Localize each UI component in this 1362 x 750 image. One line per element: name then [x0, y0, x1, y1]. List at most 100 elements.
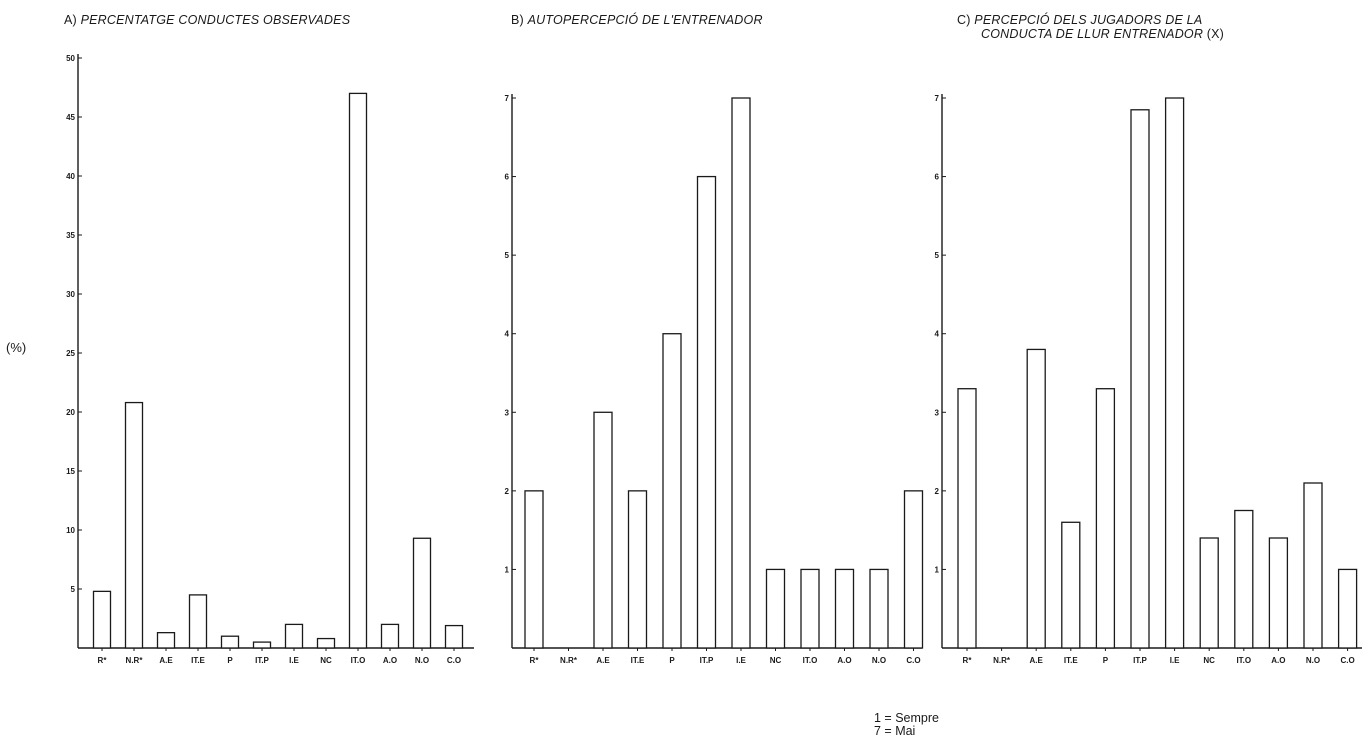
panel-b-y-tick-label-6: 6 [505, 173, 510, 182]
panel-c-category-label-2: A.E [1030, 656, 1044, 665]
panel-c-category-label-10: N.O [1306, 656, 1320, 665]
panel-c-y-tick-label-3: 3 [935, 408, 940, 417]
panel-c-y-tick-label-4: 4 [935, 330, 940, 339]
panel-a-letter: A) [64, 13, 77, 27]
panel-b-category-label-3: IT.E [631, 656, 645, 665]
panel-b-bar-3 [627, 490, 648, 649]
panel-c-y-tick-label-6: 6 [935, 173, 940, 182]
panel-c-bar-5 [1130, 109, 1150, 649]
panel-b-bar-6 [731, 97, 751, 649]
panel-a-category-label-7: NC [320, 656, 332, 665]
panel-b-category-label-4: P [669, 656, 675, 665]
panel-a-category-label-3: IT.E [191, 656, 205, 665]
panel-c-bar-7 [1199, 537, 1219, 649]
panel-c-category-label-4: P [1103, 656, 1109, 665]
panel-c-bar-4 [1095, 388, 1116, 649]
panel-b-bar-9 [834, 568, 855, 649]
panel-c-category-label-11: C.O [1340, 656, 1354, 665]
panel-a-y-tick-label-45: 45 [66, 113, 75, 122]
panel-a-category-label-9: A.O [383, 656, 397, 665]
panel-a-y-tick-label-30: 30 [66, 290, 75, 299]
panel-c-bar-10 [1303, 482, 1323, 649]
panel-c-category-label-3: IT.E [1064, 656, 1078, 665]
panel-b-y-tick-label-7: 7 [505, 94, 510, 103]
panel-b-category-label-0: R* [530, 656, 540, 665]
panel-a-category-label-0: R* [98, 656, 108, 665]
panel-a-y-tick-label-5: 5 [71, 585, 76, 594]
panel-a-bar-0 [92, 590, 112, 649]
panel-b-category-label-7: NC [770, 656, 782, 665]
panel-c-title-line2: CONDUCTA DE LLUR ENTRENADOR [981, 27, 1204, 41]
panel-c-bar-3 [1061, 521, 1081, 649]
panel-c-y-tick-label-5: 5 [935, 251, 940, 260]
panel-a-bar-1 [124, 401, 144, 649]
panel-a-category-label-11: C.O [447, 656, 461, 665]
panel-a-category-label-4: P [227, 656, 233, 665]
panel-a-y-tick-label-50: 50 [66, 54, 75, 63]
y-axis-unit-label: (%) [6, 340, 27, 355]
panel-b-bar-10 [869, 568, 889, 649]
panel-a-y-tick-label-20: 20 [66, 408, 75, 417]
panel-b-category-label-5: IT.P [700, 656, 714, 665]
panel-a-bar-4 [220, 635, 240, 649]
panel-b-bar-7 [765, 568, 786, 649]
panel-a-bar-5 [252, 641, 272, 649]
panel-c-y-tick-label-2: 2 [935, 487, 940, 496]
scale-legend: 1 = Sempre 7 = Mai [874, 712, 939, 738]
panel-c-title-suffix: (X) [1206, 27, 1225, 41]
panel-b-y-tick-label-5: 5 [505, 251, 510, 260]
panel-c-category-label-7: NC [1203, 656, 1215, 665]
panel-c-category-label-5: IT.P [1133, 656, 1147, 665]
panel-b-letter: B) [511, 13, 524, 27]
panel-b-title: B) AUTOPERCEPCIÓ DE L'ENTRENADOR [511, 13, 763, 27]
panel-c-category-label-6: I.E [1170, 656, 1180, 665]
panel-a-y-tick-label-35: 35 [66, 231, 75, 240]
panel-a-y-tick-label-25: 25 [66, 349, 75, 358]
panel-c-category-label-0: R* [963, 656, 973, 665]
panel-a-title-text: PERCENTATGE CONDUCTES OBSERVADES [80, 13, 351, 27]
panel-b-bar-5 [696, 175, 717, 649]
panel-a-bar-6 [284, 623, 304, 649]
panel-c-bar-0 [957, 388, 977, 649]
panel-c-title: C) PERCEPCIÓ DELS JUGADORS DE LA CONDUCT… [957, 13, 1224, 41]
legend-line-1: 1 = Sempre [874, 711, 939, 725]
panel-a-title: A) PERCENTATGE CONDUCTES OBSERVADES [64, 13, 350, 27]
panel-b-y-tick-label-4: 4 [505, 330, 510, 339]
panel-b-category-label-10: N.O [872, 656, 886, 665]
panel-a-category-label-5: IT.P [255, 656, 269, 665]
panel-a-category-label-6: I.E [289, 656, 299, 665]
panel-c-bar-11 [1337, 568, 1358, 649]
panel-b-y-tick-label-1: 1 [505, 565, 510, 574]
panel-b-bar-4 [662, 333, 682, 649]
panel-b-y-tick-label-3: 3 [505, 408, 510, 417]
panel-a-category-label-8: IT.O [351, 656, 366, 665]
legend-line-2: 7 = Mai [874, 724, 916, 738]
panel-c-bar-8 [1234, 509, 1254, 649]
panel-c-title-line1: PERCEPCIÓ DELS JUGADORS DE LA [974, 13, 1203, 27]
panel-b-category-label-11: C.O [906, 656, 920, 665]
panel-a-bar-11 [444, 624, 464, 649]
panel-b-category-label-9: A.O [837, 656, 851, 665]
panel-a-bar-7 [316, 637, 336, 649]
panel-a-y-tick-label-10: 10 [66, 526, 75, 535]
panel-a-bar-9 [380, 623, 400, 649]
panel-c-category-label-1: N.R* [993, 656, 1011, 665]
panel-a-y-tick-label-40: 40 [66, 172, 75, 181]
panel-a-category-label-2: A.E [159, 656, 173, 665]
panel-b-bar-11 [903, 490, 924, 649]
panel-a-bar-10 [412, 537, 432, 649]
panel-b-bar-8 [800, 568, 820, 649]
panel-c-category-label-8: IT.O [1236, 656, 1251, 665]
panel-c-bar-2 [1026, 348, 1046, 649]
panel-c-bar-6 [1164, 97, 1185, 649]
panel-a-category-label-1: N.R* [126, 656, 144, 665]
panel-a-category-label-10: N.O [415, 656, 429, 665]
panel-c-letter: C) [957, 13, 971, 27]
panel-b-y-tick-label-2: 2 [505, 487, 510, 496]
panel-b-bar-2 [593, 411, 613, 649]
panel-a-y-tick-label-15: 15 [66, 467, 75, 476]
panel-b-category-label-1: N.R* [560, 656, 578, 665]
panel-a-bar-8 [348, 92, 368, 649]
panel-b-title-text: AUTOPERCEPCIÓ DE L'ENTRENADOR [527, 13, 763, 27]
